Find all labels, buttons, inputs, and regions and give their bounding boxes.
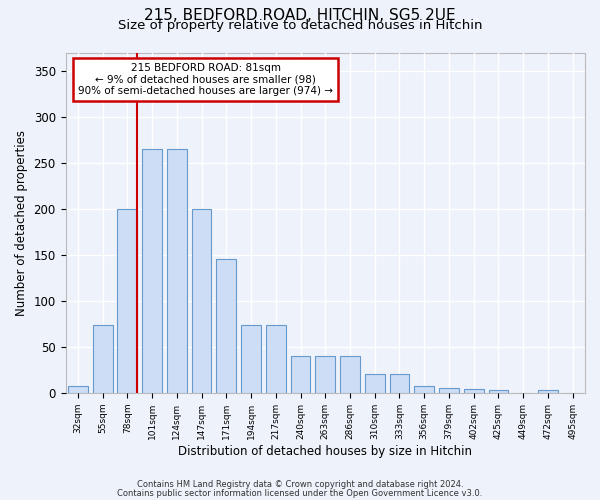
Bar	[365, 374, 385, 393]
Bar	[191, 209, 211, 393]
Bar	[266, 325, 286, 393]
Y-axis label: Number of detached properties: Number of detached properties	[15, 130, 28, 316]
Bar	[488, 390, 508, 393]
Bar	[538, 390, 558, 393]
Bar	[290, 356, 310, 393]
X-axis label: Distribution of detached houses by size in Hitchin: Distribution of detached houses by size …	[178, 444, 472, 458]
Bar	[93, 325, 113, 393]
Bar	[415, 386, 434, 393]
Bar	[167, 149, 187, 393]
Text: 215 BEDFORD ROAD: 81sqm
← 9% of detached houses are smaller (98)
90% of semi-det: 215 BEDFORD ROAD: 81sqm ← 9% of detached…	[78, 62, 333, 96]
Bar	[142, 149, 162, 393]
Bar	[118, 209, 137, 393]
Bar	[389, 374, 409, 393]
Bar	[464, 389, 484, 393]
Text: Size of property relative to detached houses in Hitchin: Size of property relative to detached ho…	[118, 19, 482, 32]
Bar	[316, 356, 335, 393]
Bar	[217, 260, 236, 393]
Text: Contains public sector information licensed under the Open Government Licence v3: Contains public sector information licen…	[118, 489, 482, 498]
Text: Contains HM Land Registry data © Crown copyright and database right 2024.: Contains HM Land Registry data © Crown c…	[137, 480, 463, 489]
Bar	[340, 356, 360, 393]
Bar	[241, 325, 261, 393]
Bar	[439, 388, 459, 393]
Bar	[68, 386, 88, 393]
Text: 215, BEDFORD ROAD, HITCHIN, SG5 2UE: 215, BEDFORD ROAD, HITCHIN, SG5 2UE	[144, 8, 456, 22]
